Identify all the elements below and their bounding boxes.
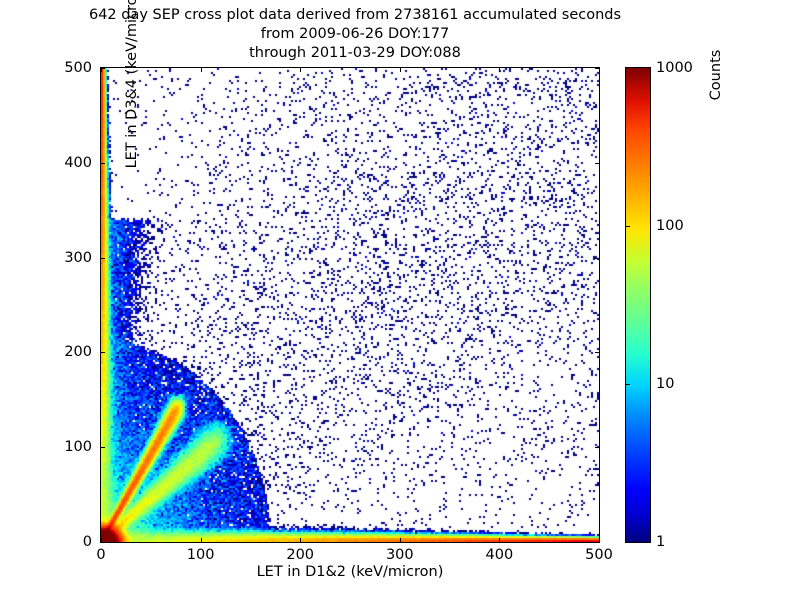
y-tick-right-400	[595, 162, 599, 164]
x-axis-label: LET in D1&2 (keV/micron)	[256, 564, 444, 580]
y-tick-100	[101, 447, 105, 449]
colorbar-tick-label-10: 10	[656, 376, 675, 392]
x-tick-label-300: 300	[385, 547, 414, 563]
y-tick-label-400: 400	[64, 154, 92, 171]
x-tick-top-500	[599, 68, 600, 72]
scatter-density-canvas	[101, 68, 599, 542]
y-axis-label: LET in D3&4 (keV/micron)	[124, 0, 140, 169]
colorbar-tick-label-1: 1	[656, 534, 666, 550]
y-tick-label-200: 200	[64, 344, 92, 361]
title-line-2: from 2009-06-26 DOY:177	[260, 26, 450, 42]
x-tick-label-0: 0	[96, 547, 106, 563]
x-tick-top-300	[399, 68, 401, 72]
y-tick-200	[101, 352, 105, 354]
x-tick-label-100: 100	[186, 547, 215, 563]
title-line-3: through 2011-03-29 DOY:088	[249, 45, 461, 61]
x-tick-label-200: 200	[286, 547, 315, 563]
x-tick-400	[499, 538, 501, 542]
x-tick-top-400	[499, 68, 501, 72]
y-tick-label-100: 100	[64, 439, 92, 456]
x-tick-label-400: 400	[485, 547, 514, 563]
y-tick-label-0: 0	[82, 534, 92, 550]
colorbar-wrap: 1 10 100 1000	[625, 60, 693, 550]
y-tick-right-500	[595, 68, 599, 69]
y-tick-right-300	[595, 257, 599, 259]
colorbar-label: Counts	[708, 49, 724, 101]
y-tick-400	[101, 162, 105, 164]
y-tick-300	[101, 257, 105, 259]
y-tick-label-500: 500	[64, 60, 92, 76]
chart-title: 642 day SEP cross plot data derived from…	[0, 6, 710, 63]
x-tick-100	[200, 538, 202, 542]
x-tick-300	[399, 538, 401, 542]
colorbar-tick-label-100: 100	[656, 218, 684, 234]
x-tick-0	[101, 538, 102, 542]
colorbar-tick-10	[625, 384, 630, 385]
y-tick-500	[101, 68, 105, 69]
x-tick-top-100	[200, 68, 202, 72]
x-tick-top-200	[300, 68, 302, 72]
y-tick-right-200	[595, 352, 599, 354]
colorbar-tick-100	[625, 226, 630, 227]
colorbar-tick-label-1000: 1000	[656, 60, 693, 76]
y-tick-0	[101, 542, 105, 543]
plot-axes	[100, 67, 600, 543]
x-tick-top-0	[101, 68, 102, 72]
y-tick-right-100	[595, 447, 599, 449]
y-tick-right-0	[595, 542, 599, 543]
colorbar	[625, 67, 651, 543]
x-tick-200	[300, 538, 302, 542]
x-tick-label-500: 500	[585, 547, 613, 563]
y-tick-label-300: 300	[64, 249, 92, 266]
title-line-1: 642 day SEP cross plot data derived from…	[88, 7, 622, 23]
x-tick-500	[599, 538, 600, 542]
